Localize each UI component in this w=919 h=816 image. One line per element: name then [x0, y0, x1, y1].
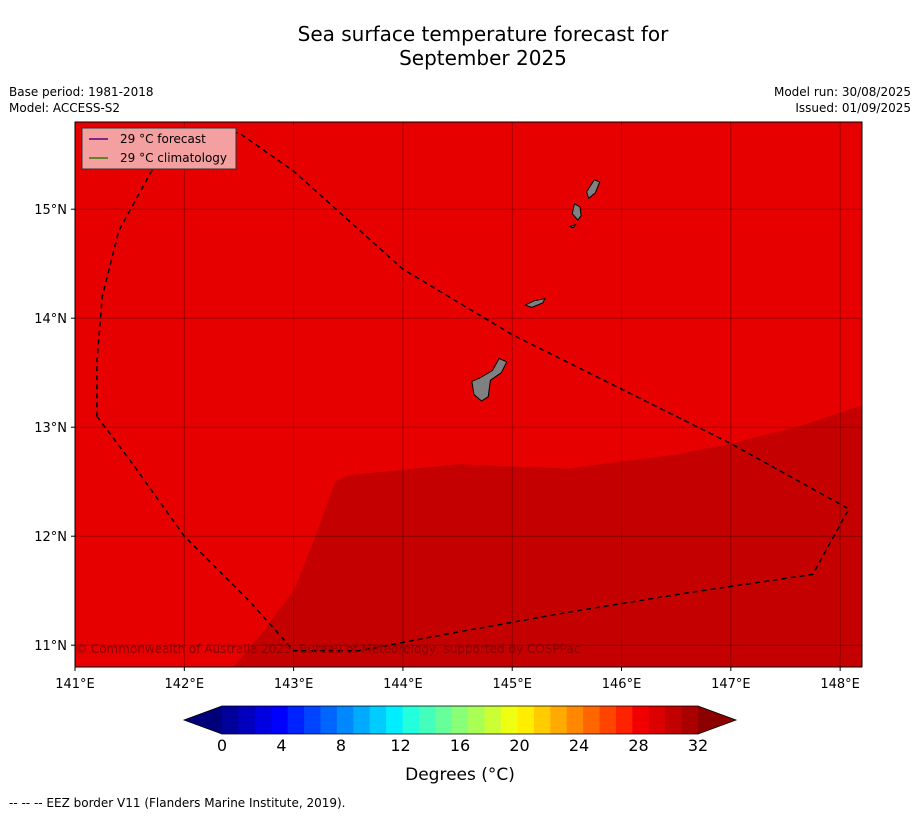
colorbar-over-arrow: [698, 706, 736, 734]
base-period: Base period: 1981-2018: [9, 85, 154, 99]
colorbar-segment: [402, 706, 420, 734]
legend-forecast-label: 29 °C forecast: [120, 132, 206, 146]
island-tinian: [571, 203, 582, 221]
islands: [471, 179, 601, 402]
colorbar-segment: [583, 706, 601, 734]
title-line-1: Sea surface temperature forecast for: [297, 22, 669, 46]
y-tick-label: 15°N: [34, 203, 67, 218]
x-tick-label: 146°E: [602, 677, 642, 692]
colorbar-tick-label: 32: [688, 736, 708, 755]
copyright-text: © Commonwealth of Australia 2025, Bureau…: [75, 642, 580, 656]
colorbar-segment: [451, 706, 469, 734]
colorbar-tick-label: 0: [217, 736, 227, 755]
x-tick-label: 143°E: [274, 677, 314, 692]
issued-date: Issued: 01/09/2025: [795, 101, 911, 115]
colorbar-segment: [254, 706, 272, 734]
colorbar: 0 4 8 12 16 20 24 28 32: [182, 705, 738, 755]
colorbar-segment: [435, 706, 453, 734]
legend-box: [81, 127, 237, 170]
x-tick-label: 144°E: [383, 677, 423, 692]
island-saipan: [586, 179, 601, 200]
x-tick-label: 141°E: [55, 677, 95, 692]
colorbar-segment: [222, 706, 239, 734]
x-tick-label: 145°E: [492, 677, 532, 692]
x-tick-label: 147°E: [711, 677, 751, 692]
model-name: Model: ACCESS-S2: [9, 101, 121, 115]
title-line-2: September 2025: [399, 46, 567, 70]
colorbar-segment: [369, 706, 387, 734]
colorbar-segment: [238, 706, 256, 734]
chart-title: Sea surface temperature forecast for Sep…: [0, 22, 919, 70]
colorbar-tick-label: 16: [450, 736, 470, 755]
x-tick-label: 142°E: [165, 677, 205, 692]
colorbar-segment: [632, 706, 650, 734]
island-rota: [523, 297, 546, 308]
colorbar-segment: [566, 706, 584, 734]
colorbar-tick-label: 24: [569, 736, 589, 755]
colorbar-label: Degrees (°C): [405, 765, 515, 785]
colorbar-tick-label: 8: [336, 736, 346, 755]
colorbar-segment: [484, 706, 502, 734]
colorbar-segment: [418, 706, 436, 734]
colorbar-segment: [468, 706, 486, 734]
y-tick-label: 11°N: [34, 639, 67, 654]
colorbar-tick-label: 28: [628, 736, 648, 755]
colorbar-segment: [533, 706, 551, 734]
colorbar-segment: [320, 706, 338, 734]
colorbar-segment: [501, 706, 518, 734]
colorbar-segment: [648, 706, 666, 734]
colorbar-segment: [304, 706, 321, 734]
x-tick-label: 148°E: [820, 677, 860, 692]
island-aguijan: [568, 223, 577, 229]
y-axis-ticks: 11°N 12°N 13°N 14°N 15°N: [34, 203, 75, 654]
footer-note: -- -- -- EEZ border V11 (Flanders Marine…: [9, 796, 346, 810]
colorbar-segment: [681, 706, 699, 734]
y-tick-label: 14°N: [34, 312, 67, 327]
x-axis-ticks: 141°E 142°E 143°E 144°E 145°E 146°E 147°E 148°E: [55, 667, 860, 692]
meta-left: Base period: 1981-2018 Model: ACCESS-S2: [9, 84, 154, 116]
legend: 29 °C forecast 29 °C climatology: [81, 127, 237, 170]
legend-climatology-label: 29 °C climatology: [120, 151, 227, 165]
island-guam: [471, 357, 508, 402]
colorbar-segment: [599, 706, 617, 734]
colorbar-segment: [615, 706, 633, 734]
colorbar-segment: [287, 706, 305, 734]
meta-right: Model run: 30/08/2025 Issued: 01/09/2025: [774, 84, 911, 116]
colorbar-tick-label: 4: [276, 736, 286, 755]
map-frame: [74, 121, 863, 668]
colorbar-tick-label: 12: [390, 736, 410, 755]
colorbar-under-arrow: [184, 706, 222, 734]
colorbar-segment: [271, 706, 289, 734]
model-run: Model run: 30/08/2025: [773, 85, 911, 99]
colorbar-segment: [353, 706, 371, 734]
colorbar-segment: [336, 706, 354, 734]
colorbar-tick-label: 20: [509, 736, 529, 755]
colorbar-segment: [517, 706, 535, 734]
colorbar-segment: [665, 706, 683, 734]
colorbar-segment: [550, 706, 568, 734]
sst-field-warm: [233, 405, 862, 667]
colorbar-outline: [182, 705, 738, 735]
y-tick-label: 13°N: [34, 421, 67, 436]
colorbar-segment: [386, 706, 404, 734]
y-tick-label: 12°N: [34, 530, 67, 545]
